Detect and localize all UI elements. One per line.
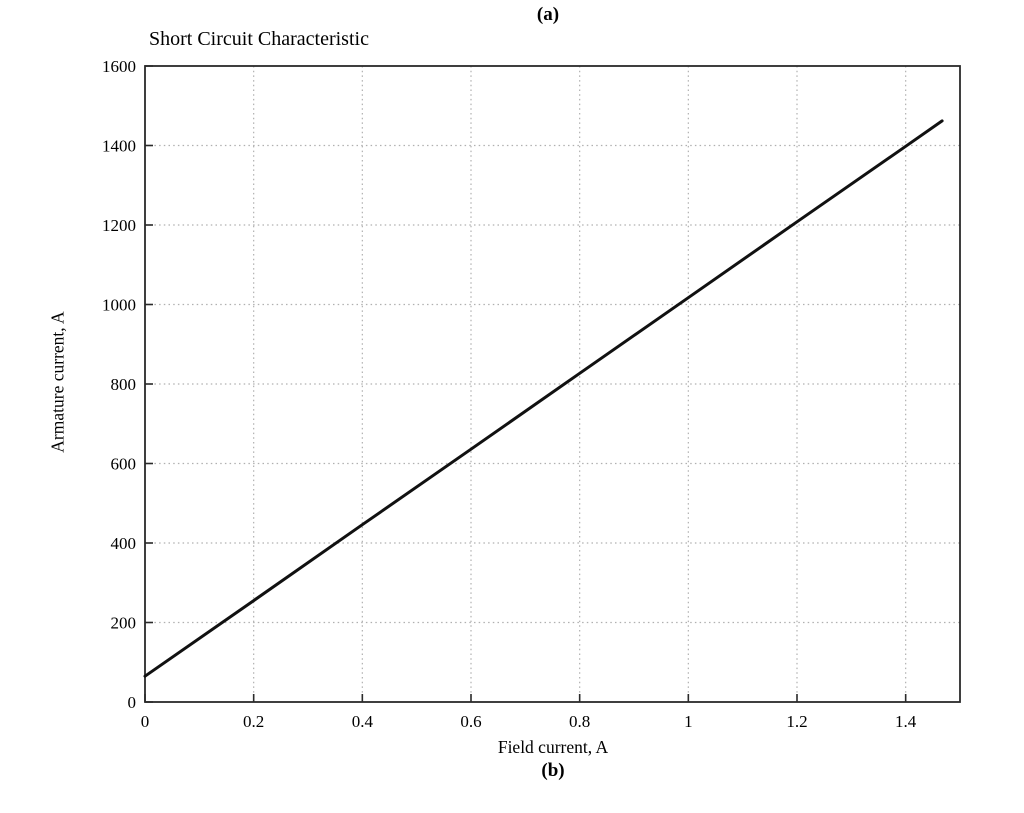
y-tick-label: 1600: [102, 57, 136, 76]
x-tick-label: 0.2: [243, 712, 264, 731]
x-axis-label: Field current, A: [497, 737, 609, 757]
x-tick-label: 0: [141, 712, 150, 731]
y-tick-label: 0: [128, 693, 137, 712]
panel-label-a: (a): [536, 4, 560, 25]
x-tick-label: 0.6: [460, 712, 481, 731]
x-tick-label: 1.2: [786, 712, 807, 731]
x-tick-label: 0.8: [569, 712, 590, 731]
x-tick-label: 0.4: [352, 712, 374, 731]
panel-label-b: (b): [541, 760, 565, 781]
x-tick-label: 1: [684, 712, 693, 731]
series-short-circuit-characteristic: [143, 119, 944, 678]
y-tick-label: 800: [111, 375, 137, 394]
y-tick-label: 200: [111, 614, 137, 633]
x-tick-label: 1.4: [895, 712, 917, 731]
y-tick-label: 1000: [102, 296, 136, 315]
y-tick-label: 1400: [102, 137, 136, 156]
y-tick-label: 400: [111, 534, 137, 553]
y-tick-label: 1200: [102, 216, 136, 235]
y-tick-label: 600: [111, 455, 137, 474]
chart-title: Short Circuit Characteristic: [149, 28, 369, 50]
